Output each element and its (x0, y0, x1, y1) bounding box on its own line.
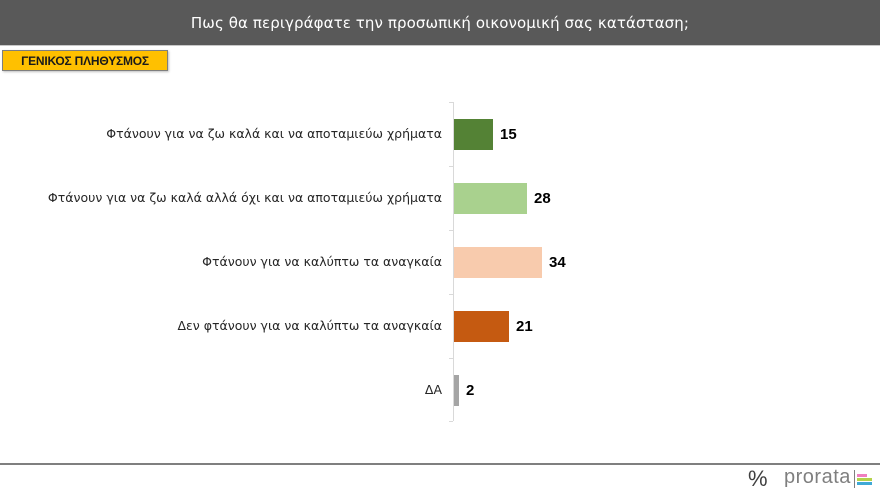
value-label: 15 (500, 125, 517, 143)
value-label: 34 (549, 253, 566, 271)
category-label: Φτάνουν για να ζω καλά και να αποταμιεύω… (106, 125, 442, 141)
logo-divider (854, 470, 855, 488)
axis-tick (449, 358, 453, 359)
value-label: 28 (534, 189, 551, 207)
axis-tick (449, 294, 453, 295)
logo-bar (857, 474, 867, 477)
bar (454, 246, 542, 278)
chart-title-bar: Πως θα περιγράφατε την προσωπική οικονομ… (0, 0, 880, 46)
percent-icon: % (748, 466, 768, 491)
bar (454, 310, 509, 342)
value-label: 21 (516, 317, 533, 335)
population-badge-label: ΓΕΝΙΚΟΣ ΠΛΗΘΥΣΜΟΣ (21, 53, 149, 68)
chart-title: Πως θα περιγράφατε την προσωπική οικονομ… (190, 13, 690, 32)
axis-tick (449, 166, 453, 167)
axis-tick (449, 421, 453, 422)
bar (454, 374, 459, 406)
axis-tick (449, 102, 453, 103)
value-label: 2 (466, 381, 475, 399)
category-label: Φτάνουν για να καλύπτω τα αναγκαία (202, 253, 442, 269)
population-badge: ΓΕΝΙΚΟΣ ΠΛΗΘΥΣΜΟΣ (2, 50, 168, 71)
category-axis (453, 102, 454, 421)
brand-logo-text: prorata (784, 466, 851, 488)
bar (454, 118, 493, 150)
bar (454, 182, 527, 214)
axis-tick (449, 230, 453, 231)
logo-bar (857, 482, 872, 485)
category-label: ΔΑ (424, 381, 442, 397)
logo-bar (857, 478, 872, 481)
category-label: Δεν φτάνουν για να καλύπτω τα αναγκαία (177, 317, 442, 333)
category-label: Φτάνουν για να ζω καλά αλλά όχι και να α… (47, 189, 442, 205)
brand-logo-icon (854, 470, 874, 488)
footer-divider (0, 463, 880, 465)
